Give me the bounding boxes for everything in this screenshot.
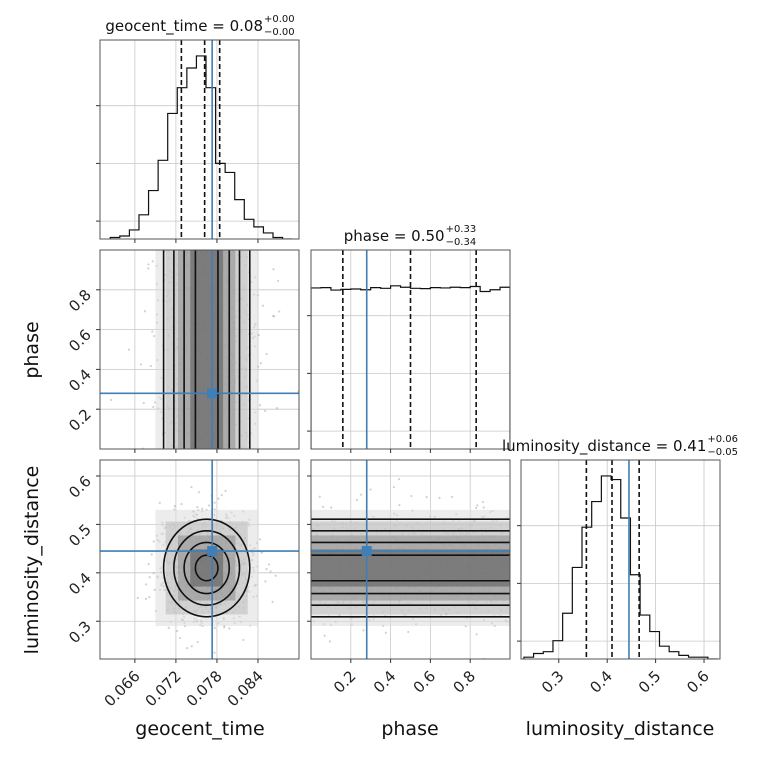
- x-tick-label: 0.066: [101, 667, 144, 710]
- y-tick-label: 0.8: [65, 286, 95, 316]
- contour-line: [194, 554, 219, 582]
- x-tick-label: 0.5: [635, 667, 665, 697]
- title-minus: −0.00: [264, 27, 295, 38]
- title-main: geocent_time = 0.08: [105, 17, 263, 36]
- injection-marker: [207, 388, 218, 399]
- panel-frame: [99, 249, 300, 450]
- x-axis-label-phase: phase: [381, 718, 438, 740]
- x-axis-label-luminosity_distance: luminosity_distance: [526, 718, 715, 740]
- y-tick-label: 0.4: [65, 569, 95, 599]
- title-geocent_time: geocent_time = 0.08 +0.00 −0.00: [105, 14, 294, 38]
- panel-frame: [310, 459, 511, 660]
- x-tick-label: 0.6: [410, 667, 440, 697]
- title-phase: phase = 0.50 +0.33 −0.34: [344, 224, 476, 248]
- title-main: luminosity_distance = 0.41: [502, 437, 706, 456]
- histogram-phase: [311, 285, 510, 449]
- contour-line: [173, 529, 241, 606]
- x-axis-label-geocent_time: geocent_time: [135, 718, 264, 740]
- title-plus: +0.06: [707, 434, 738, 445]
- x-tick-label: 0.4: [586, 667, 616, 697]
- title-minus: −0.05: [707, 447, 738, 458]
- x-tick-label: 0.2: [330, 667, 360, 697]
- title-plus: +0.00: [264, 14, 295, 25]
- title-main: phase = 0.50: [344, 227, 445, 245]
- x-tick-label: 0.6: [683, 667, 713, 697]
- y-tick-label: 0.2: [65, 405, 95, 435]
- density-layer: [311, 460, 510, 659]
- title-luminosity_distance: luminosity_distance = 0.41 +0.06 −0.05: [502, 434, 738, 458]
- panel-frame: [99, 459, 300, 660]
- x-tick-label: 0.3: [538, 667, 568, 697]
- y-tick-label: 0.6: [65, 326, 95, 356]
- x-tick-label: 0.072: [142, 667, 185, 710]
- title-minus: −0.34: [446, 237, 477, 248]
- density-layer: [100, 250, 299, 449]
- x-tick-label: 0.8: [449, 667, 479, 697]
- x-tick-label: 0.4: [370, 667, 400, 697]
- panel-frame: [520, 459, 721, 660]
- y-axis-label-phase: phase: [21, 321, 43, 378]
- injection-marker: [207, 546, 218, 557]
- injection-marker: [361, 546, 372, 557]
- panel-frame: [310, 249, 511, 450]
- panel-frame: [99, 39, 300, 240]
- y-axis-label-luminosity_distance: luminosity_distance: [21, 466, 43, 655]
- y-tick-label: 0.5: [65, 520, 95, 550]
- x-tick-label: 0.084: [224, 667, 267, 710]
- histogram-geocent_time: [109, 55, 293, 239]
- contour-line: [162, 518, 251, 618]
- histogram-luminosity_distance: [523, 475, 718, 659]
- y-tick-label: 0.3: [65, 617, 95, 647]
- y-tick-label: 0.6: [65, 472, 95, 502]
- hist-panel-geocent_time: [100, 40, 299, 239]
- x-tick-label: 0.078: [183, 667, 226, 710]
- y-tick-label: 0.4: [65, 366, 95, 396]
- title-plus: +0.33: [446, 224, 477, 235]
- contour-line: [183, 541, 231, 595]
- density-layer: [100, 460, 299, 659]
